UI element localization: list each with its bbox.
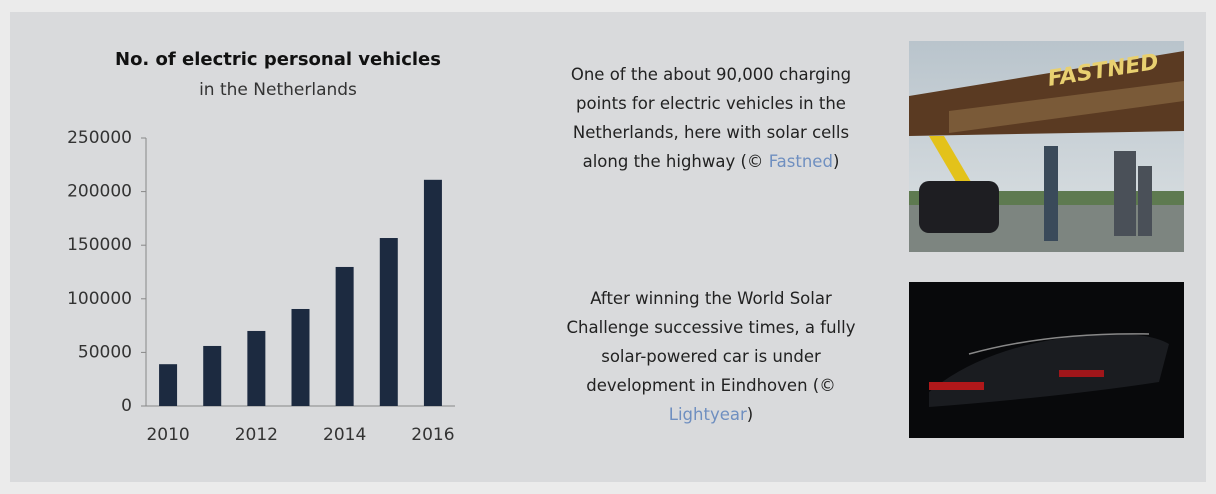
bar	[159, 364, 177, 406]
y-tick-label: 50000	[78, 342, 132, 362]
caption: After winning the World Solar Challenge …	[561, 284, 861, 429]
x-tick-label: 2010	[146, 425, 189, 445]
x-tick-label: 2012	[235, 425, 278, 445]
bar	[336, 267, 354, 406]
y-tick-label: 0	[121, 396, 132, 416]
caption-end: )	[833, 152, 839, 171]
caption-text: After winning the World Solar Challenge …	[567, 289, 856, 395]
bar	[203, 346, 221, 406]
caption-link[interactable]: Fastned	[769, 152, 833, 171]
bar	[292, 309, 310, 406]
x-tick-label: 2014	[323, 425, 366, 445]
page: No. of electric personal vehicles in the…	[0, 0, 1216, 494]
caption: One of the about 90,000 charging points …	[561, 60, 861, 176]
bar	[247, 331, 265, 406]
bar	[380, 238, 398, 406]
y-tick-label: 200000	[67, 182, 132, 202]
caption-link[interactable]: Lightyear	[669, 405, 747, 424]
photo-solar-car	[909, 282, 1184, 438]
chart: No. of electric personal vehicles in the…	[0, 0, 480, 494]
caption-end: )	[747, 405, 753, 424]
y-tick-label: 150000	[67, 235, 132, 255]
y-tick-label: 250000	[67, 128, 132, 148]
photo-charging-station: FASTNED	[909, 41, 1184, 252]
y-tick-label: 100000	[67, 289, 132, 309]
chart-title: No. of electric personal vehicles	[115, 49, 441, 70]
bar	[424, 180, 442, 406]
x-tick-label: 2016	[411, 425, 454, 445]
chart-subtitle: in the Netherlands	[199, 80, 357, 100]
